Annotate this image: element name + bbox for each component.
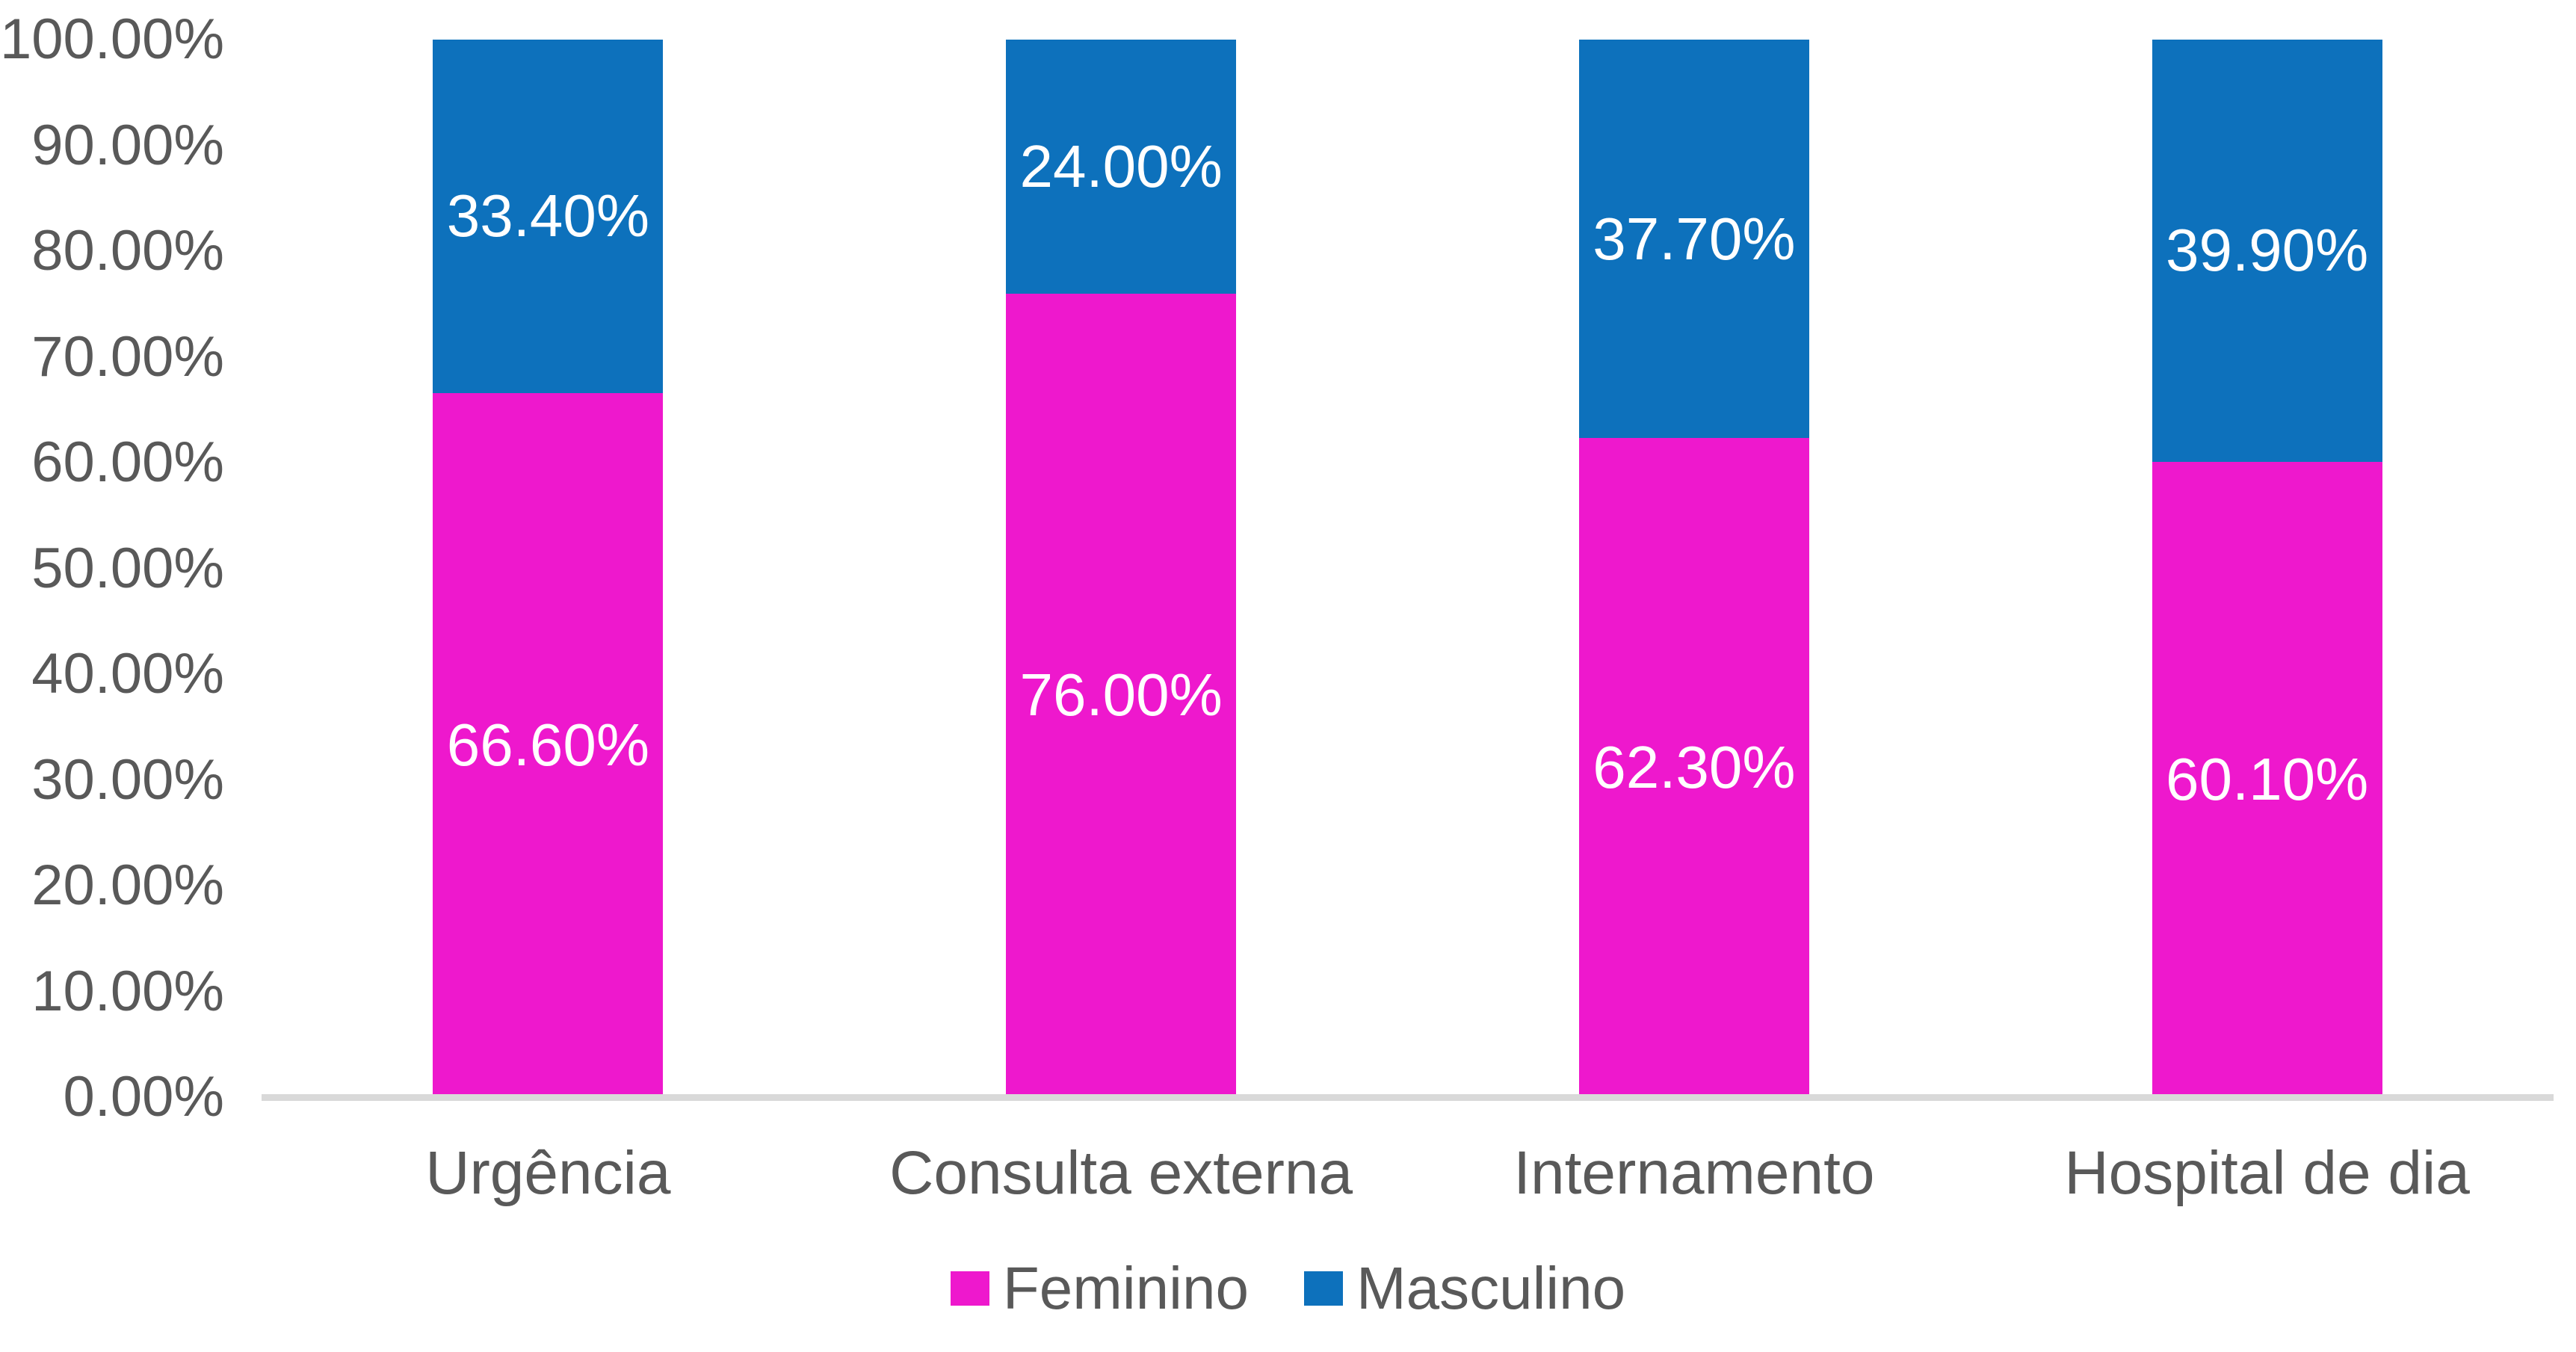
y-axis-tick-label: 30.00% [31,747,224,812]
x-axis-category-label: Urgência [425,1139,671,1207]
y-axis-tick-label: 70.00% [31,324,224,389]
x-axis-category-label: Hospital de dia [2064,1139,2470,1207]
legend-label: Feminino [1002,1255,1249,1321]
bar-segment-masculino-urgencia[interactable]: 33.40% [433,40,664,393]
y-axis-tick-label: 90.00% [31,113,224,177]
data-label: 33.40% [446,182,650,250]
legend-item-feminino[interactable]: Feminino [950,1254,1249,1323]
legend-swatch-feminino [950,1271,989,1306]
x-axis-category-label: Consulta externa [889,1139,1353,1207]
y-axis-tick-label: 50.00% [31,536,224,600]
y-axis-tick-label: 40.00% [31,642,224,706]
legend: Feminino Masculino [0,1254,2576,1323]
data-label: 76.00% [1019,661,1223,729]
y-axis-tick-label: 0.00% [63,1065,225,1129]
y-axis-tick-label: 100.00% [0,7,225,71]
bar-segment-feminino-hospital-de-dia[interactable]: 60.10% [2152,461,2382,1097]
y-axis-tick-label: 10.00% [31,959,224,1023]
data-label: 24.00% [1019,132,1223,200]
data-label: 66.60% [446,711,650,778]
data-label: 62.30% [1593,734,1796,801]
bar-segment-masculino-consulta-externa[interactable]: 24.00% [1006,40,1237,294]
bar-segment-masculino-internamento[interactable]: 37.70% [1578,40,1809,439]
bar-segment-feminino-consulta-externa[interactable]: 76.00% [1006,293,1237,1097]
y-axis-tick-label: 60.00% [31,430,224,494]
bar-segment-masculino-hospital-de-dia[interactable]: 39.90% [2152,40,2382,462]
legend-item-masculino[interactable]: Masculino [1303,1254,1626,1323]
bar-segment-feminino-urgencia[interactable]: 66.60% [433,392,664,1097]
x-axis-category-label: Internamento [1513,1139,1875,1207]
legend-swatch-masculino [1303,1271,1343,1306]
legend-label: Masculino [1356,1255,1626,1321]
data-label: 37.70% [1593,205,1796,272]
data-label: 60.10% [2165,745,2369,812]
data-label: 39.90% [2165,217,2369,284]
y-axis-tick-label: 80.00% [31,219,224,283]
x-axis-baseline [262,1094,2554,1101]
y-axis-tick-label: 20.00% [31,854,224,917]
bar-segment-feminino-internamento[interactable]: 62.30% [1578,438,1809,1097]
